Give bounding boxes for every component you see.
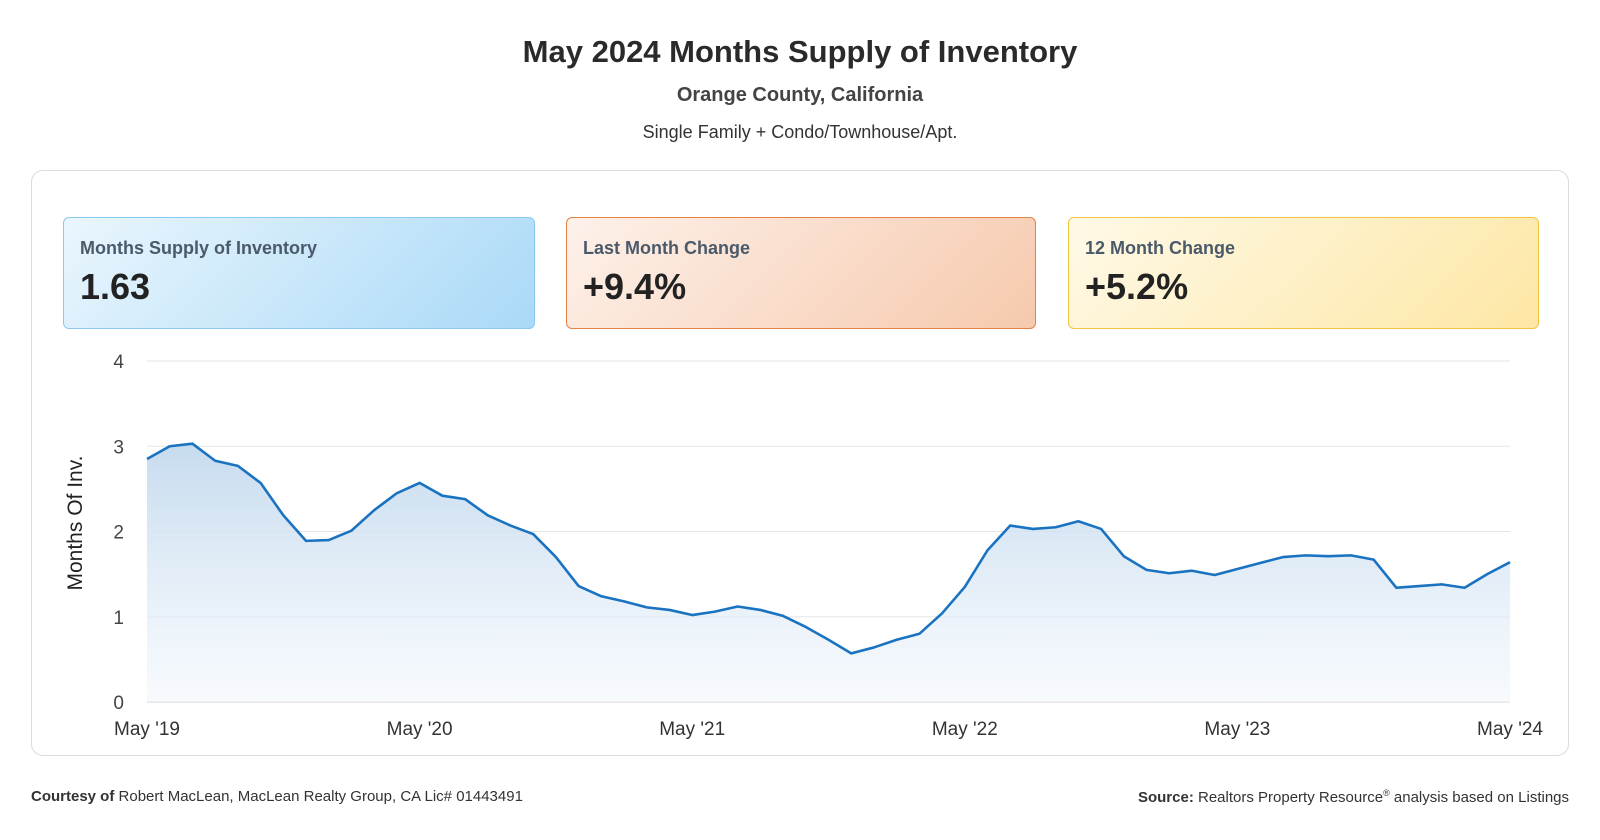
registered-mark: ® bbox=[1383, 788, 1390, 798]
twelve-month-change-value: +5.2% bbox=[1085, 266, 1189, 307]
x-tick-label: May '23 bbox=[1204, 719, 1270, 740]
last-month-change-label: Last Month Change bbox=[583, 238, 750, 258]
y-tick-label: 1 bbox=[113, 608, 124, 629]
x-tick-label: May '22 bbox=[932, 719, 998, 740]
x-tick-label: May '21 bbox=[659, 719, 725, 740]
x-tick-label: May '24 bbox=[1477, 719, 1543, 740]
y-tick-label: 3 bbox=[113, 437, 124, 458]
months-supply-value: 1.63 bbox=[80, 266, 151, 307]
source-note: Source: Realtors Property Resource® anal… bbox=[1138, 788, 1569, 806]
property-types: Single Family + Condo/Townhouse/Apt. bbox=[642, 122, 958, 142]
twelve-month-change-label: 12 Month Change bbox=[1085, 238, 1236, 258]
months-supply-card: Months Supply of Inventory 1.63 bbox=[63, 217, 535, 329]
series-line bbox=[146, 442, 1511, 655]
source-text: Realtors Property Resource bbox=[1198, 789, 1384, 806]
y-axis-label: Months Of Inv. bbox=[64, 456, 87, 591]
x-tick-label: May '19 bbox=[114, 719, 180, 740]
y-tick-label: 2 bbox=[113, 523, 124, 544]
source-label: Source: bbox=[1137, 789, 1194, 806]
y-tick-label: 4 bbox=[113, 352, 124, 373]
twelve-month-change-card: 12 Month Change +5.2% bbox=[1068, 217, 1539, 329]
x-tick-label: May '20 bbox=[387, 719, 453, 740]
y-tick-label: 0 bbox=[113, 693, 124, 714]
months-supply-label: Months Supply of Inventory bbox=[80, 238, 317, 258]
last-month-change-card: Last Month Change +9.4% bbox=[566, 217, 1036, 329]
courtesy-note: Courtesy of Robert MacLean, MacLean Real… bbox=[31, 788, 523, 805]
chart-subtitle: Orange County, California bbox=[676, 84, 924, 106]
last-month-change-value: +9.4% bbox=[583, 266, 687, 307]
chart-title: May 2024 Months Supply of Inventory bbox=[522, 34, 1078, 69]
courtesy-label: Courtesy of bbox=[31, 788, 115, 805]
courtesy-text: Robert MacLean, MacLean Realty Group, CA… bbox=[118, 788, 523, 805]
series-area bbox=[147, 443, 1510, 702]
source-text-suffix: analysis based on Listings bbox=[1393, 789, 1569, 806]
